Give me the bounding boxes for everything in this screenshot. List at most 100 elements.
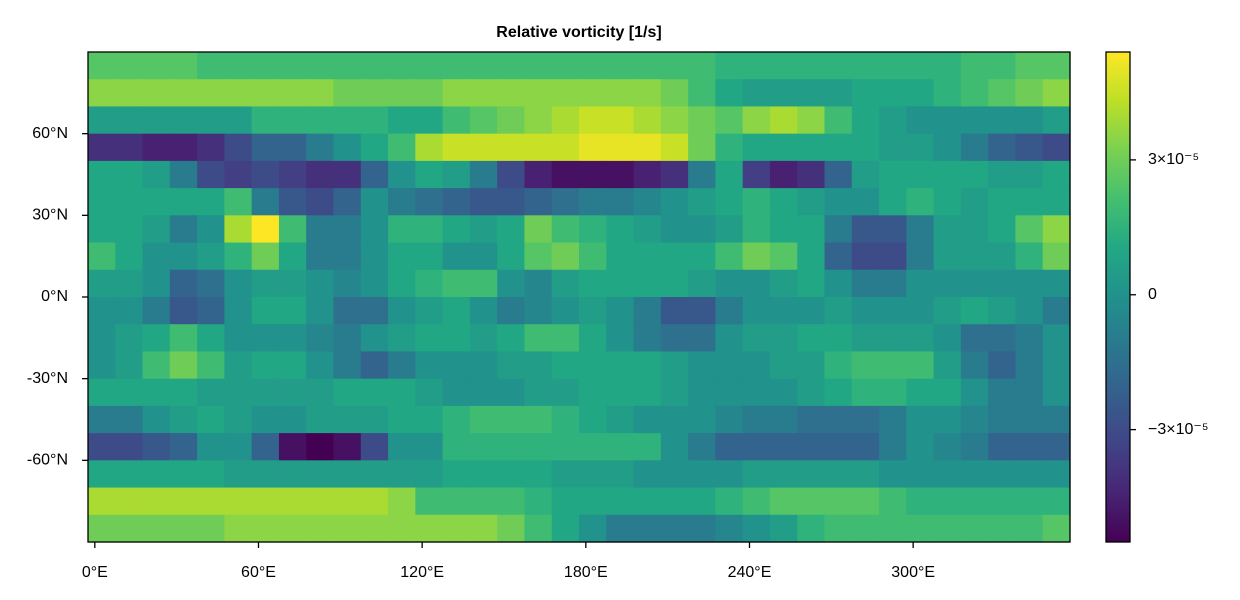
heatmap-cell (497, 79, 526, 108)
heatmap-cell (278, 297, 307, 325)
x-tick-label: 0°E (82, 564, 108, 581)
heatmap-cell (715, 79, 744, 108)
heatmap-cell (660, 242, 689, 271)
heatmap-cell (415, 79, 444, 108)
heatmap-cell (660, 351, 689, 380)
heatmap-cell (633, 160, 662, 189)
heatmap-cell (960, 242, 989, 271)
heatmap-cell (197, 79, 225, 108)
heatmap-cell (879, 215, 907, 244)
heatmap-cell (197, 405, 225, 434)
heatmap-cell (251, 215, 280, 244)
heatmap-cell (633, 514, 662, 543)
heatmap-cell (415, 378, 444, 407)
heatmap-cell (879, 487, 907, 516)
heatmap-cell (142, 215, 171, 244)
heatmap-cell (633, 133, 662, 162)
heatmap-cell (197, 215, 225, 244)
heatmap-cell (388, 433, 416, 461)
heatmap-cell (906, 79, 935, 108)
heatmap-cell (579, 351, 607, 380)
heatmap-cell (442, 160, 471, 189)
heatmap-cell (442, 324, 471, 353)
heatmap-cell (497, 188, 526, 216)
heatmap-cell (1042, 215, 1071, 244)
heatmap-cell (251, 242, 280, 271)
heatmap-cell (769, 514, 798, 543)
heatmap-cell (633, 188, 662, 216)
heatmap-cell (442, 487, 471, 516)
heatmap-cell (606, 433, 635, 461)
heatmap-cell (742, 160, 771, 189)
heatmap-cell (115, 215, 144, 244)
heatmap-cell (824, 378, 853, 407)
heatmap-cell (851, 324, 880, 353)
heatmap-cell (88, 215, 116, 244)
heatmap-cell (197, 487, 225, 516)
heatmap-cell (88, 378, 116, 407)
heatmap-cell (360, 188, 389, 216)
heatmap-cell (224, 351, 253, 380)
heatmap-cell (1015, 79, 1044, 108)
heatmap-cell (551, 405, 580, 434)
heatmap-cell (360, 351, 389, 380)
heatmap-cell (715, 215, 744, 244)
heatmap-cell (988, 133, 1017, 162)
heatmap-cell (988, 79, 1017, 108)
heatmap-cell (88, 79, 116, 108)
heatmap-cell (551, 297, 580, 325)
heatmap-cell (115, 79, 144, 108)
heatmap-cell (1015, 405, 1044, 434)
heatmap-cell (524, 297, 553, 325)
heatmap-cell (933, 297, 962, 325)
heatmap-cell (933, 106, 962, 135)
heatmap-cell (551, 52, 580, 80)
heatmap-cell (660, 378, 689, 407)
heatmap-cell (469, 487, 498, 516)
heatmap-cell (278, 215, 307, 244)
heatmap-cell (906, 433, 935, 461)
heatmap-cell (360, 324, 389, 353)
heatmap-cell (1042, 188, 1071, 216)
heatmap-cell (360, 269, 389, 298)
heatmap-cell (88, 52, 116, 80)
heatmap-cell (224, 460, 253, 489)
heatmap-cell (524, 514, 553, 543)
heatmap-cell (824, 514, 853, 543)
heatmap-cell (278, 405, 307, 434)
heatmap-cell (360, 242, 389, 271)
heatmap-cell (169, 188, 198, 216)
heatmap-cell (388, 242, 416, 271)
heatmap-cell (278, 79, 307, 108)
heatmap-cell (715, 324, 744, 353)
heatmap-cell (824, 487, 853, 516)
heatmap-cell (415, 433, 444, 461)
heatmap-cell (742, 324, 771, 353)
heatmap-cell (388, 297, 416, 325)
heatmap-cell (660, 215, 689, 244)
heatmap-cell (415, 188, 444, 216)
heatmap-cell (797, 79, 826, 108)
heatmap-cell (142, 52, 171, 80)
heatmap-cell (660, 160, 689, 189)
heatmap-cell (688, 52, 716, 80)
y-tick-label: -60°N (27, 452, 68, 469)
heatmap-cell (688, 106, 716, 135)
heatmap-cell (169, 324, 198, 353)
heatmap-cell (606, 514, 635, 543)
heatmap-cell (551, 487, 580, 516)
heatmap-cell (497, 160, 526, 189)
heatmap-cell (660, 460, 689, 489)
heatmap-cell (142, 378, 171, 407)
heatmap-cell (442, 52, 471, 80)
heatmap-cell (579, 460, 607, 489)
heatmap-cell (306, 106, 335, 135)
heatmap-cell (715, 514, 744, 543)
heatmap-cell (769, 460, 798, 489)
colorbar (1105, 51, 1131, 543)
heatmap-cell (988, 351, 1017, 380)
heatmap-cell (115, 297, 144, 325)
heatmap-cell (278, 269, 307, 298)
heatmap-cell (278, 378, 307, 407)
heatmap-cell (333, 487, 362, 516)
